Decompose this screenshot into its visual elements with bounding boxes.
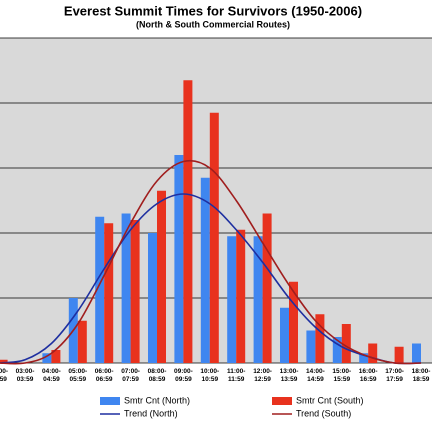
bar: [42, 353, 52, 363]
x-tick-label: 04:00-04:59: [42, 368, 61, 383]
bar: [183, 80, 193, 363]
bar: [157, 190, 166, 363]
x-tick-label: 11:00-11:59: [227, 368, 245, 383]
x-tick-label: 07:00-07:59: [121, 368, 140, 383]
bar: [289, 281, 298, 363]
bar: [121, 213, 131, 363]
bar: [394, 346, 404, 363]
x-tick-label: 08:00-08:59: [148, 368, 167, 383]
trend-line: [0, 159, 422, 365]
x-tick-label: 13:00-13:59: [280, 368, 299, 383]
legend-label: Trend (North): [124, 408, 178, 418]
x-tick-label: 10:00-10:59: [200, 368, 219, 383]
bar: [412, 343, 421, 363]
bar: [130, 220, 140, 363]
chart-title: Everest Summit Times for Survivors (1950…: [64, 3, 362, 18]
bar: [77, 320, 87, 363]
x-tick-label: 06:00-06:59: [95, 368, 114, 383]
x-tick-label: 18:00-18:59: [412, 368, 431, 383]
bar: [236, 229, 246, 363]
x-tick-label: 16:00-16:59: [359, 368, 378, 383]
x-tick-label: 15:00-15:59: [332, 368, 351, 383]
bar: [359, 353, 369, 363]
legend-label: Trend (South): [296, 408, 351, 418]
bar: [51, 350, 61, 363]
chart-subtitle: (North & South Commercial Routes): [136, 19, 290, 29]
bar: [95, 216, 105, 363]
x-tick-label: 03:00-03:59: [16, 368, 35, 383]
legend-label: Smtr Cnt (North): [124, 395, 190, 405]
x-tick-label: 02:00-02:59: [0, 368, 8, 383]
bar: [200, 177, 210, 363]
bar: [306, 330, 316, 363]
x-tick-label: 17:00-17:59: [385, 368, 404, 383]
bar: [280, 307, 289, 363]
legend-swatch: [272, 397, 292, 405]
bar: [148, 233, 157, 363]
bar: [332, 337, 342, 363]
x-tick-label: 12:00-12:59: [253, 368, 272, 383]
trend-line: [0, 193, 422, 365]
bar: [253, 236, 263, 363]
bar: [368, 343, 378, 363]
bar: [104, 223, 114, 363]
bar: [174, 155, 184, 363]
bar: [341, 324, 351, 363]
x-tick-label: 09:00-09:59: [174, 368, 193, 383]
legend-swatch: [100, 397, 120, 405]
bar: [262, 213, 272, 363]
legend-label: Smtr Cnt (South): [296, 395, 364, 405]
x-tick-label: 14:00-14:59: [306, 368, 325, 383]
bar: [0, 359, 8, 363]
bar: [315, 314, 325, 363]
bar: [209, 112, 219, 363]
x-tick-label: 05:00-05:59: [68, 368, 87, 383]
bar: [227, 236, 237, 363]
